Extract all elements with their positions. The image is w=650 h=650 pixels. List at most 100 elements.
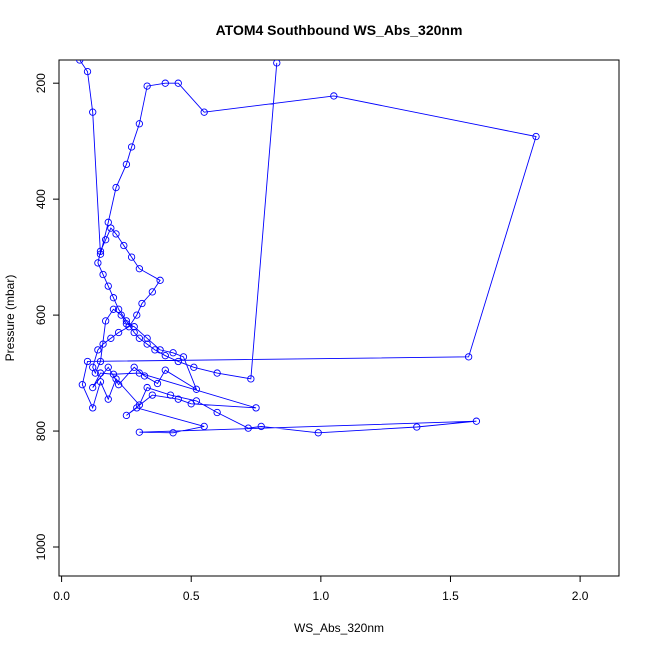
data-point (96, 369, 105, 377)
data-point (96, 250, 105, 258)
data-point (127, 253, 136, 261)
x-axis-label: WS_Abs_320nm (294, 621, 384, 635)
data-point (169, 429, 177, 437)
data-point (257, 422, 265, 431)
series-line (79, 60, 537, 434)
data-point (143, 334, 151, 342)
data-point (133, 404, 141, 412)
data-point (104, 218, 112, 226)
data-point (130, 363, 138, 371)
data-point (200, 422, 208, 431)
data-point (112, 230, 120, 238)
data-point (96, 357, 105, 366)
x-tick-label: 1.5 (442, 589, 459, 603)
y-tick-label: 200 (34, 73, 48, 93)
data-point (122, 317, 131, 325)
data-point (130, 328, 138, 337)
data-point (135, 428, 144, 436)
data-point (102, 236, 110, 244)
x-tick-label: 1.0 (313, 589, 330, 603)
data-point (99, 270, 107, 279)
data-point (78, 381, 86, 389)
data-point (166, 391, 175, 399)
data-point (107, 334, 115, 342)
data-point (102, 317, 110, 325)
data-point (104, 282, 112, 290)
data-point (114, 381, 123, 389)
data-point (89, 383, 97, 392)
data-point (130, 323, 138, 331)
data-point (413, 423, 421, 431)
data-point (247, 375, 255, 383)
data-point (125, 323, 133, 331)
data-point (117, 311, 125, 319)
data-point (127, 143, 136, 151)
data-point (89, 363, 97, 371)
data-point (161, 352, 169, 360)
plot-area (76, 60, 540, 437)
data-point (91, 369, 99, 377)
data-point (107, 224, 115, 232)
data-point (96, 247, 105, 255)
data-point (138, 299, 146, 308)
data-point (187, 400, 195, 408)
data-point (112, 183, 120, 192)
data-point (96, 378, 105, 386)
data-point (464, 353, 473, 361)
data-point (179, 353, 188, 361)
x-tick-label: 2.0 (572, 589, 589, 603)
data-point (135, 265, 144, 273)
data-point (472, 417, 481, 425)
data-point (122, 160, 131, 169)
data-point (151, 346, 159, 354)
plot-frame (58, 59, 620, 577)
data-point (94, 259, 102, 267)
data-point (252, 404, 260, 412)
chart-title: ATOM4 Southbound WS_Abs_320nm (216, 22, 463, 38)
data-layer (76, 60, 540, 437)
data-point (273, 60, 281, 67)
data-point (83, 67, 92, 76)
data-point (192, 385, 201, 393)
data-point (99, 340, 107, 348)
y-tick-label: 800 (34, 421, 48, 441)
data-point (148, 288, 156, 296)
data-point (143, 383, 151, 392)
data-point (156, 346, 164, 354)
data-point (244, 424, 252, 432)
data-point (94, 346, 102, 354)
data-point (83, 357, 92, 366)
data-point (161, 79, 169, 87)
data-point (104, 395, 112, 403)
data-point (200, 108, 208, 116)
data-point (120, 241, 128, 250)
x-tick-label: 0.5 (183, 589, 200, 603)
data-point (133, 311, 141, 319)
data-point (122, 411, 131, 420)
data-point (190, 363, 198, 371)
x-axis: 0.0 0.5 1.0 1.5 2.0 (53, 575, 589, 603)
data-point (314, 429, 322, 437)
data-point (114, 328, 123, 337)
data-point (213, 408, 221, 417)
data-point (148, 391, 156, 399)
data-point (330, 92, 338, 100)
x-tick-label: 0.0 (53, 589, 70, 603)
data-point (109, 294, 118, 302)
y-tick-label: 1000 (34, 533, 48, 560)
y-tick-label: 400 (34, 189, 48, 209)
data-point (104, 363, 112, 371)
data-point (156, 276, 164, 284)
data-point (174, 357, 182, 366)
data-point (140, 372, 149, 380)
y-axis-label: Pressure (mbar) (3, 275, 17, 362)
data-point (109, 305, 118, 313)
y-axis: 200 400 600 800 1000 (34, 73, 60, 560)
data-point (76, 60, 84, 64)
data-point (135, 120, 144, 128)
data-point (143, 340, 151, 348)
data-point (143, 82, 151, 90)
data-point (161, 366, 169, 374)
data-point (89, 108, 97, 116)
